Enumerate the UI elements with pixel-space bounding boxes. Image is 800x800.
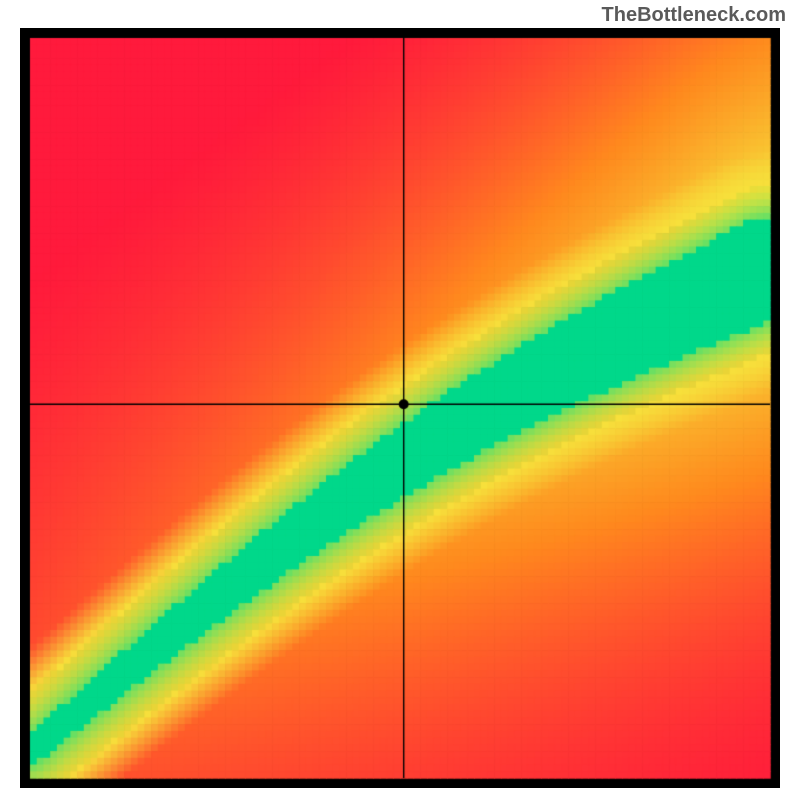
watermark-text: TheBottleneck.com <box>602 4 786 27</box>
heatmap-plot <box>20 28 780 788</box>
heatmap-canvas <box>20 28 780 788</box>
chart-container: TheBottleneck.com <box>0 0 800 800</box>
